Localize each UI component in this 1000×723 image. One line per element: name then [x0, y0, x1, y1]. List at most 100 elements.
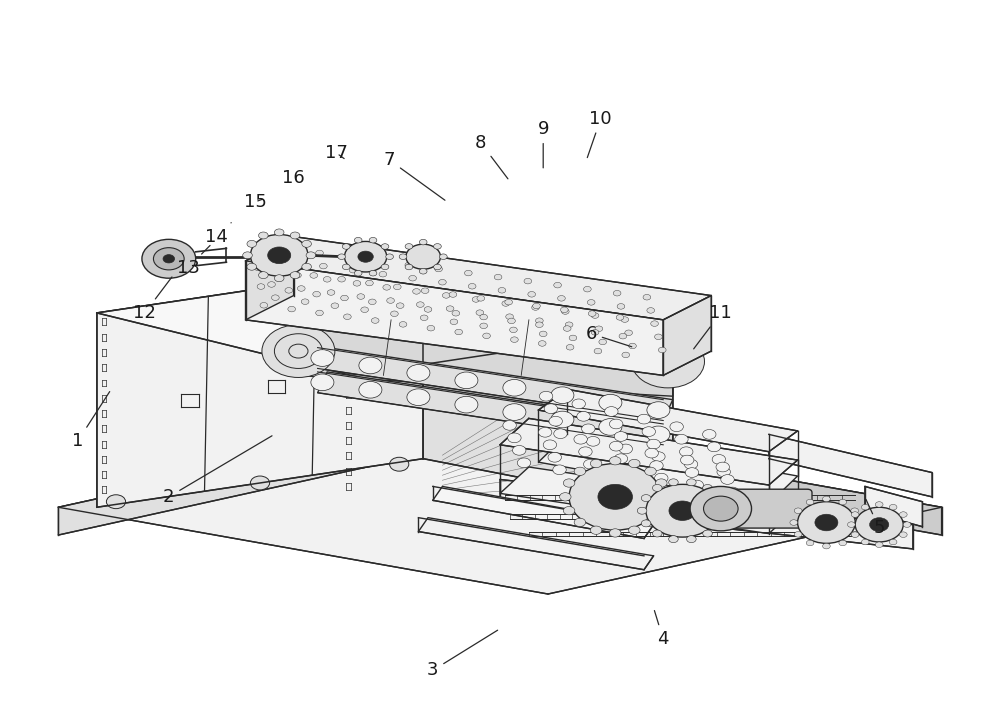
Circle shape [450, 319, 458, 325]
Circle shape [452, 310, 460, 316]
Circle shape [524, 278, 532, 284]
Circle shape [685, 468, 699, 477]
Polygon shape [246, 236, 711, 320]
Circle shape [605, 406, 618, 416]
Circle shape [614, 432, 628, 441]
Circle shape [579, 447, 592, 457]
Circle shape [798, 502, 855, 544]
Circle shape [598, 484, 632, 509]
Circle shape [250, 476, 270, 490]
Circle shape [587, 299, 595, 305]
Polygon shape [246, 236, 294, 320]
Circle shape [625, 330, 632, 335]
Text: 12: 12 [133, 277, 172, 322]
Circle shape [455, 329, 463, 335]
Circle shape [419, 239, 427, 245]
Circle shape [342, 264, 350, 270]
Circle shape [480, 323, 488, 328]
Circle shape [391, 311, 398, 317]
Circle shape [153, 248, 184, 270]
Circle shape [327, 290, 335, 295]
Circle shape [569, 463, 661, 530]
Circle shape [316, 310, 323, 316]
Circle shape [609, 457, 621, 465]
Circle shape [839, 500, 847, 505]
Circle shape [320, 263, 327, 269]
Circle shape [338, 276, 345, 282]
Circle shape [477, 296, 485, 301]
Circle shape [260, 302, 268, 308]
Circle shape [544, 404, 558, 414]
Circle shape [616, 315, 624, 320]
Circle shape [717, 467, 730, 476]
Circle shape [313, 291, 320, 297]
Circle shape [538, 427, 552, 437]
Circle shape [624, 479, 637, 489]
Circle shape [591, 313, 599, 318]
Circle shape [285, 288, 293, 293]
Polygon shape [154, 244, 183, 274]
Circle shape [646, 484, 719, 537]
Circle shape [619, 333, 627, 339]
Circle shape [536, 322, 543, 328]
Circle shape [268, 247, 291, 264]
Circle shape [413, 288, 420, 294]
Circle shape [442, 293, 450, 298]
Circle shape [274, 334, 322, 369]
Circle shape [331, 303, 339, 309]
Circle shape [551, 387, 574, 403]
Circle shape [586, 437, 600, 446]
Circle shape [424, 307, 432, 312]
Circle shape [264, 268, 272, 274]
Circle shape [381, 244, 389, 249]
Circle shape [247, 240, 257, 247]
Circle shape [338, 254, 345, 260]
Circle shape [554, 429, 567, 439]
Circle shape [480, 315, 488, 320]
Circle shape [455, 396, 478, 413]
Circle shape [406, 244, 440, 269]
Text: 3: 3 [427, 630, 498, 680]
Circle shape [506, 314, 513, 320]
Circle shape [357, 294, 365, 299]
Circle shape [875, 502, 883, 508]
Circle shape [652, 484, 662, 492]
Text: 15: 15 [244, 193, 267, 211]
Circle shape [375, 258, 383, 264]
Circle shape [439, 280, 446, 285]
FancyBboxPatch shape [716, 489, 812, 528]
Circle shape [396, 303, 404, 309]
Circle shape [730, 500, 744, 509]
Circle shape [310, 273, 318, 278]
Circle shape [483, 333, 490, 338]
Circle shape [599, 419, 622, 435]
Circle shape [726, 487, 739, 497]
Circle shape [690, 487, 752, 531]
Circle shape [354, 270, 362, 276]
Text: 11: 11 [694, 304, 732, 349]
Circle shape [704, 496, 738, 521]
Circle shape [420, 315, 428, 320]
Circle shape [588, 311, 596, 317]
Circle shape [243, 252, 252, 259]
Circle shape [851, 532, 859, 537]
Circle shape [297, 286, 305, 291]
Circle shape [721, 474, 734, 484]
Circle shape [435, 266, 442, 272]
Circle shape [468, 283, 476, 289]
Circle shape [311, 374, 334, 390]
Circle shape [539, 391, 553, 401]
Circle shape [889, 505, 897, 510]
Circle shape [560, 492, 571, 501]
Polygon shape [452, 421, 942, 535]
Circle shape [302, 263, 311, 270]
Circle shape [383, 285, 391, 290]
Polygon shape [500, 419, 798, 485]
Circle shape [695, 492, 708, 502]
Circle shape [595, 326, 603, 332]
Circle shape [502, 301, 510, 307]
Circle shape [870, 518, 889, 531]
Polygon shape [500, 479, 913, 549]
Circle shape [353, 281, 361, 286]
Circle shape [656, 479, 667, 487]
